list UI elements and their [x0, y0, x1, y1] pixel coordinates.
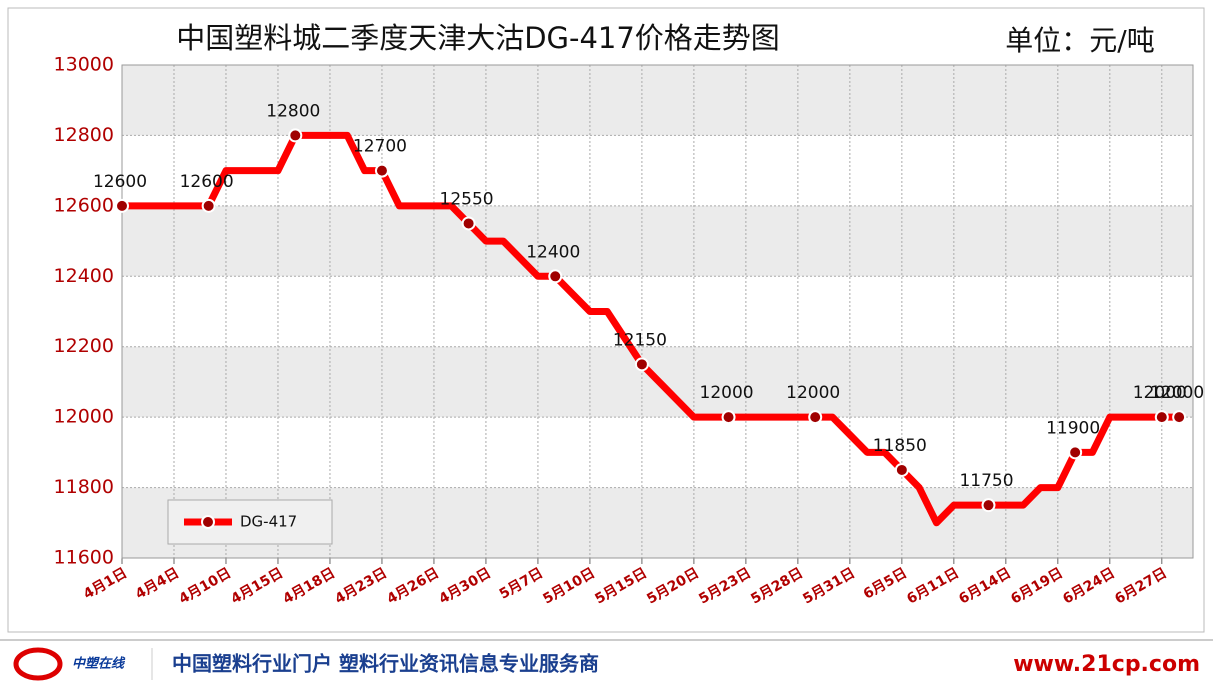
data-point [721, 410, 736, 425]
grid-band [122, 417, 1193, 488]
data-label: 11850 [873, 436, 927, 456]
data-label: 12550 [440, 189, 494, 209]
grid-band [122, 135, 1193, 206]
data-point [374, 163, 389, 178]
data-point [1154, 410, 1169, 425]
logo-swoosh [13, 647, 63, 681]
data-point [808, 410, 823, 425]
data-label: 12700 [353, 137, 407, 157]
data-label: 12600 [93, 172, 147, 192]
data-point [981, 498, 996, 513]
data-label: 11900 [1046, 418, 1100, 438]
footer-slogan: 中国塑料行业门户 塑料行业资讯信息专业服务商 [172, 652, 599, 676]
data-label: 11750 [959, 471, 1013, 491]
data-point [634, 357, 649, 372]
y-tick-label: 12600 [54, 194, 114, 216]
y-tick-label: 11600 [54, 547, 114, 569]
unit-label: 单位：元/吨 [1005, 24, 1154, 57]
data-label: 12800 [266, 101, 320, 121]
data-point [1172, 410, 1187, 425]
data-label: 12000 [700, 383, 754, 403]
footer-url: www.21cp.com [1013, 652, 1200, 677]
y-tick-label: 11800 [54, 476, 114, 498]
data-point [894, 462, 909, 477]
plot-border [121, 64, 1194, 559]
y-tick-label: 12800 [54, 124, 114, 146]
logo-text: 中塑在线 [72, 656, 126, 672]
data-point [288, 128, 303, 143]
data-label: 12000 [1150, 383, 1204, 403]
data-label: 12150 [613, 330, 667, 350]
grid-band [122, 276, 1193, 347]
data-point [115, 198, 129, 213]
data-label: 12000 [786, 383, 840, 403]
data-label: 12600 [180, 172, 234, 192]
data-point [461, 216, 476, 231]
y-tick-label: 13000 [54, 54, 114, 76]
y-tick-label: 12000 [54, 406, 114, 428]
y-tick-label: 12400 [54, 265, 114, 287]
data-point [548, 269, 563, 284]
data-label: 12000 [1133, 383, 1187, 403]
y-tick-label: 12200 [54, 335, 114, 357]
data-point [201, 198, 216, 213]
data-point [1068, 445, 1083, 460]
legend-label: DG-417 [240, 513, 297, 531]
chart-title: 中国塑料城二季度天津大沽DG-417价格走势图 [176, 21, 780, 55]
data-label: 12400 [526, 242, 580, 262]
legend-marker [201, 515, 215, 529]
plot: 11600 11800 12000 12200 12400 12600 12800 13000… [54, 54, 1205, 608]
